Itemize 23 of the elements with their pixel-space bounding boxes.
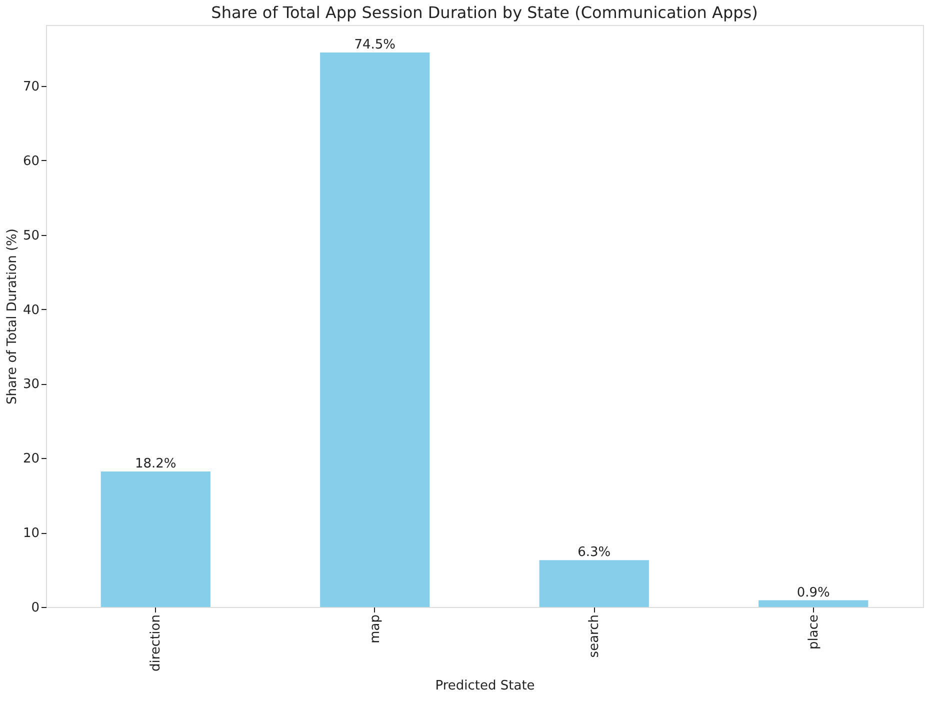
- bar: [758, 600, 868, 607]
- y-tick-label: 30: [22, 377, 40, 392]
- bar: [320, 52, 430, 607]
- x-tick-label: map: [368, 614, 383, 644]
- x-tick-label: place: [806, 614, 822, 650]
- data-label: 74.5%: [354, 38, 396, 53]
- bar: [539, 560, 649, 607]
- y-axis-title: Share of Total Duration (%): [4, 228, 20, 404]
- y-tick-label: 20: [22, 452, 40, 467]
- data-label: 0.9%: [796, 585, 830, 600]
- x-axis-title: Predicted State: [435, 678, 535, 694]
- y-tick-label: 60: [22, 154, 40, 169]
- y-tick-label: 40: [22, 302, 40, 318]
- y-tick-label: 0: [31, 600, 40, 616]
- x-tick-label: search: [587, 614, 602, 658]
- bar: [100, 472, 210, 607]
- data-label: 6.3%: [578, 545, 611, 560]
- y-tick-label: 10: [22, 526, 40, 542]
- data-label: 18.2%: [134, 456, 176, 472]
- y-tick-label: 70: [22, 80, 40, 95]
- x-tick-label: direction: [148, 614, 164, 672]
- y-tick-label: 50: [22, 228, 40, 244]
- chart-title: Share of Total App Session Duration by State (Communication Apps): [211, 3, 758, 22]
